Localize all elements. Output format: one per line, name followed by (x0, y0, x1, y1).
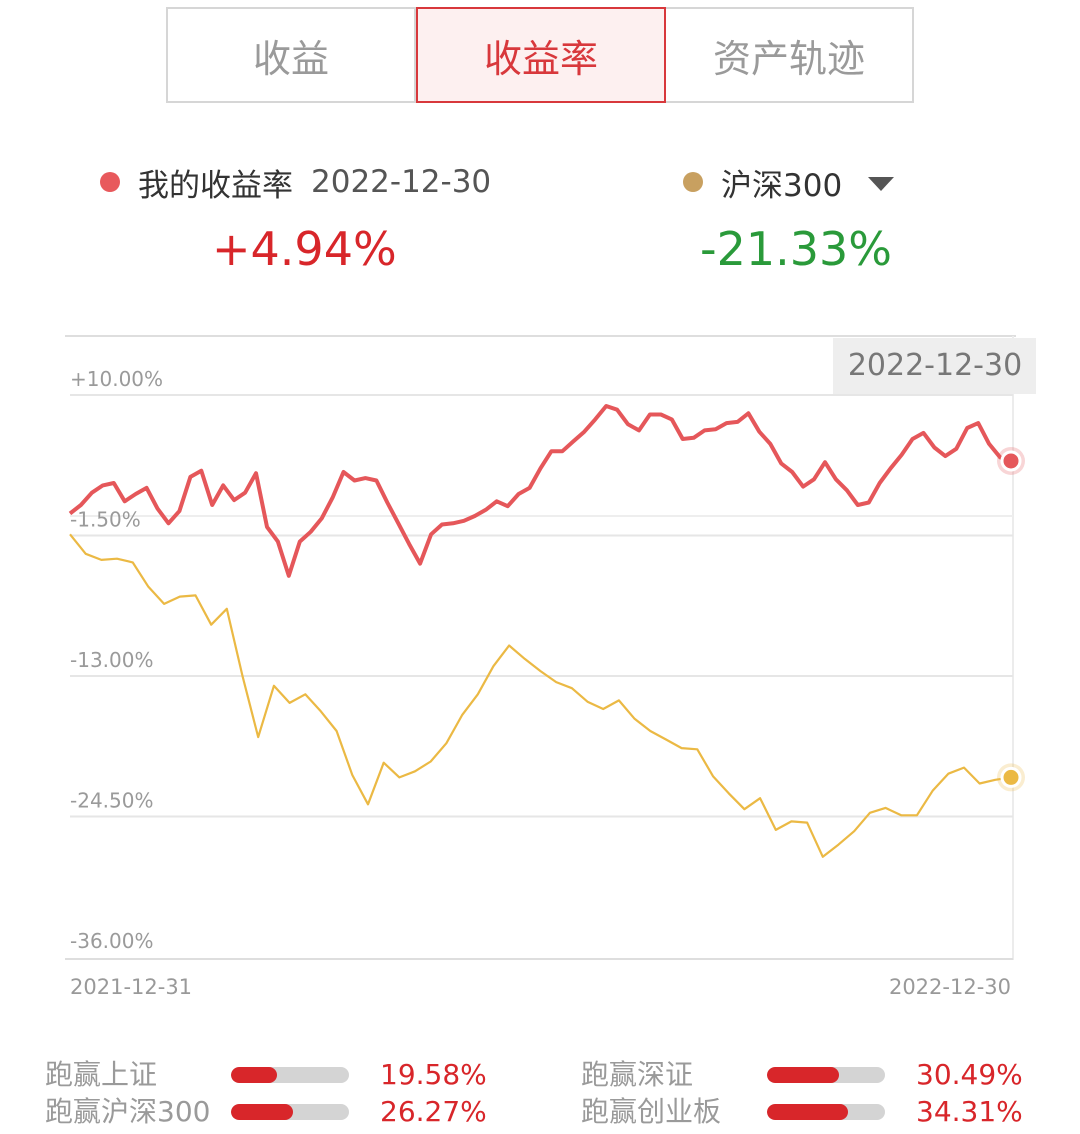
y-tick-label: -1.50% (70, 508, 141, 532)
tab-bar: 收益 收益率 资产轨迹 (166, 7, 914, 107)
legend-my-return: 我的收益率 2022-12-30 (100, 162, 492, 204)
tooltip-date-bg (833, 338, 1036, 394)
outperform-stat: 跑赢沪深300 26.27% (0, 1094, 1080, 1130)
outperform-stat: 跑赢上证 19.58% (0, 1057, 1080, 1093)
endpoint-my-return (1000, 450, 1022, 472)
tab-return-rate[interactable]: 收益率 (416, 7, 666, 103)
stat-value: 19.58% (380, 1058, 487, 1091)
tooltip-date: 2022-12-30 (848, 348, 1022, 383)
y-tick-label: -24.50% (70, 789, 153, 813)
my-return-dot-icon (100, 172, 120, 192)
stat-progress-bar (767, 1104, 885, 1120)
outperform-stat: 跑赢创业板 34.31% (0, 1094, 1080, 1130)
return-chart[interactable]: +10.00% -1.50% -13.00% -24.50% -36.00% 2022-… (0, 320, 1080, 1010)
x-tick-start: 2021-12-31 (70, 975, 192, 999)
stat-progress-fill (231, 1067, 278, 1083)
stat-label: 跑赢创业板 (581, 1095, 722, 1128)
series-line-csi300 (69, 533, 1012, 858)
y-tick-label: +10.00% (70, 367, 163, 391)
stat-progress-bar (767, 1067, 885, 1083)
stat-value: 30.49% (916, 1058, 1023, 1091)
stat-label: 跑赢上证 (45, 1058, 158, 1091)
stat-progress-bar (231, 1104, 349, 1120)
y-tick-label: -36.00% (70, 929, 153, 953)
benchmark-label: 沪深300 (721, 167, 843, 204)
outperform-stat: 跑赢深证 30.49% (0, 1057, 1080, 1093)
my-return-label: 我的收益率 (138, 167, 293, 204)
stat-progress-fill (767, 1104, 848, 1120)
tab-asset-track[interactable]: 资产轨迹 (666, 7, 914, 103)
stat-progress-fill (231, 1104, 293, 1120)
my-return-value: +4.94% (212, 222, 397, 276)
caret-down-icon[interactable] (868, 177, 895, 191)
chart-svg: +10.00% -1.50% -13.00% -24.50% -36.00% 2022-… (65, 335, 1036, 999)
endpoint-csi300 (1000, 766, 1022, 788)
benchmark-dot-icon (683, 172, 703, 192)
tab-income[interactable]: 收益 (166, 7, 416, 103)
y-tick-label: -13.00% (70, 648, 153, 672)
stat-value: 26.27% (380, 1095, 487, 1128)
benchmark-selector[interactable]: 沪深300 (683, 162, 895, 204)
stat-label: 跑赢沪深300 (45, 1095, 211, 1128)
legend-date: 2022-12-30 (311, 164, 492, 200)
stat-progress-bar (231, 1067, 349, 1083)
stat-progress-fill (767, 1067, 839, 1083)
x-tick-end: 2022-12-30 (889, 975, 1011, 999)
stat-label: 跑赢深证 (581, 1058, 694, 1091)
benchmark-value: -21.33% (700, 222, 892, 276)
stat-value: 34.31% (916, 1095, 1023, 1128)
series-line-my-return (68, 404, 1012, 578)
